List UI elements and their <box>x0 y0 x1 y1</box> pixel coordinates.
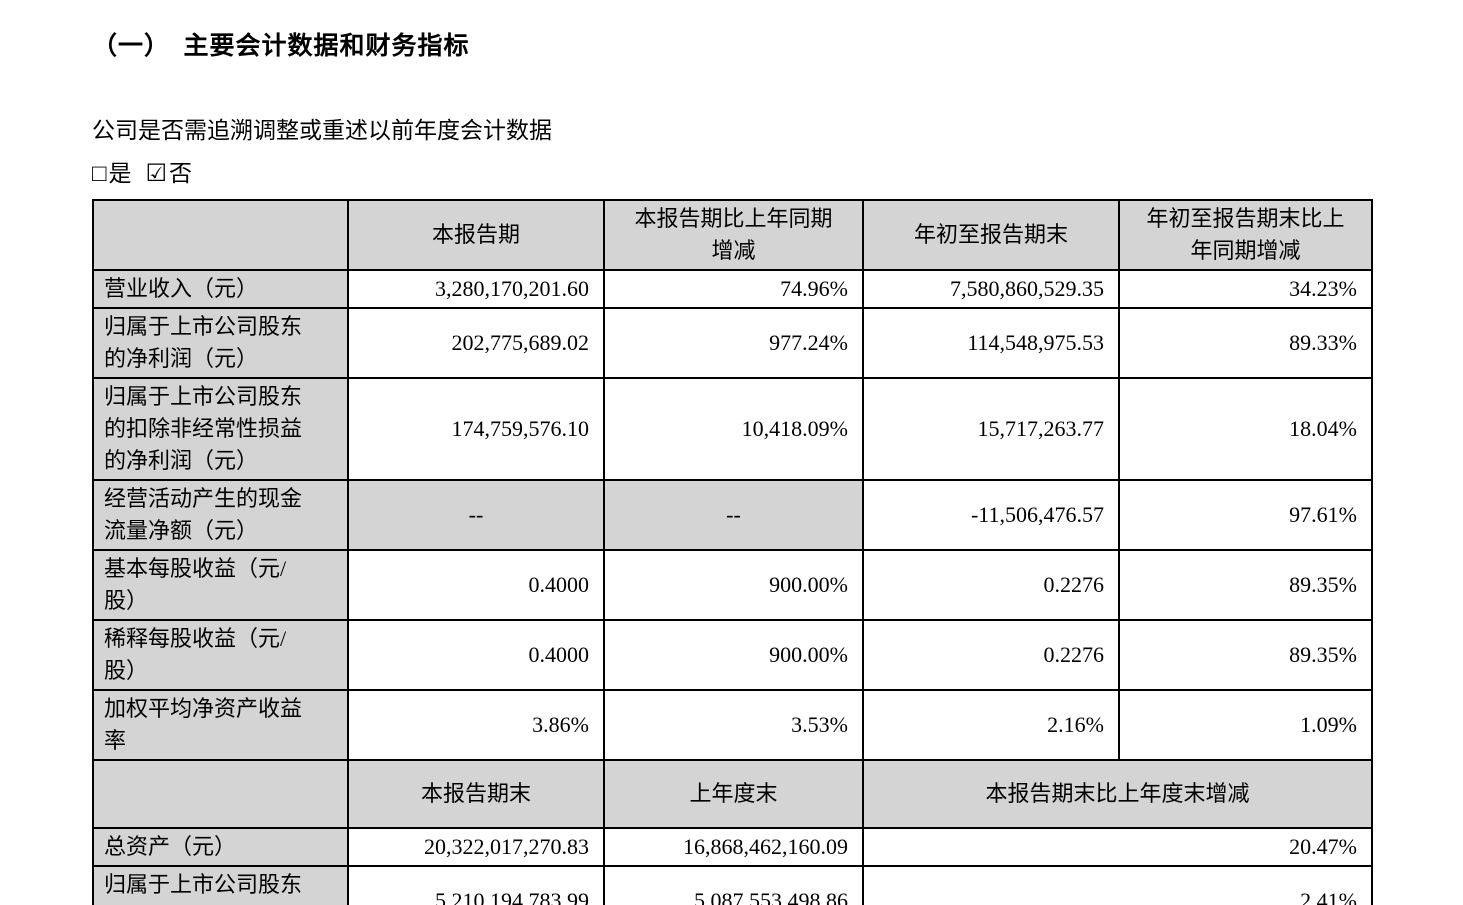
cell-value: 977.24% <box>603 307 864 379</box>
cell-value: 2.16% <box>862 689 1120 761</box>
cell-value: 0.2276 <box>862 619 1120 691</box>
cell-value: 3.86% <box>347 689 605 761</box>
cell-value: 900.00% <box>603 619 864 691</box>
cell-value: 34.23% <box>1118 269 1373 309</box>
header-yoy-change: 本报告期比上年同期 增减 <box>603 199 864 271</box>
cell-value: 7,580,860,529.35 <box>862 269 1120 309</box>
checkbox-yes[interactable]: □是 <box>92 159 132 189</box>
restatement-options: □是 ☑否 <box>92 159 1463 189</box>
cell-value: 202,775,689.02 <box>347 307 605 379</box>
restatement-question: 公司是否需追溯调整或重述以前年度会计数据 <box>92 118 552 143</box>
cell-value: 2.41% <box>862 865 1373 905</box>
cell-value: 15,717,263.77 <box>862 377 1120 481</box>
row-label: 经营活动产生的现金 流量净额（元） <box>92 479 349 551</box>
cell-value-na: -- <box>603 479 864 551</box>
header-end-of-last-year: 上年度末 <box>603 759 864 829</box>
table-row-net-profit: 归属于上市公司股东 的净利润（元） 202,775,689.02 977.24%… <box>92 307 1373 379</box>
row-label: 归属于上市公司股东 的扣除非经常性损益 的净利润（元） <box>92 377 349 481</box>
row-label: 归属于上市公司股东 的净利润（元） <box>92 307 349 379</box>
cell-value: 89.33% <box>1118 307 1373 379</box>
table-header-period: 本报告期 本报告期比上年同期 增减 年初至报告期末 年初至报告期末比上 年同期增… <box>92 199 1373 271</box>
cell-value: 0.4000 <box>347 619 605 691</box>
cell-value: 3,280,170,201.60 <box>347 269 605 309</box>
header-empty-cell <box>92 199 349 271</box>
cell-value: 5,210,194,783.99 <box>347 865 605 905</box>
cell-value: -11,506,476.57 <box>862 479 1120 551</box>
cell-value: 1.09% <box>1118 689 1373 761</box>
row-label: 基本每股收益（元/ 股） <box>92 549 349 621</box>
cell-value: 74.96% <box>603 269 864 309</box>
cell-value: 20,322,017,270.83 <box>347 827 605 867</box>
cell-value: 0.2276 <box>862 549 1120 621</box>
table-row-owners-equity: 归属于上市公司股东 的所有者权益（元） 5,210,194,783.99 5,0… <box>92 865 1373 905</box>
table-row-operating-cash-flow: 经营活动产生的现金 流量净额（元） -- -- -11,506,476.57 9… <box>92 479 1373 551</box>
cell-value: 5,087,553,498.86 <box>603 865 864 905</box>
header-ytd-yoy-change: 年初至报告期末比上 年同期增减 <box>1118 199 1373 271</box>
row-label: 归属于上市公司股东 的所有者权益（元） <box>92 865 349 905</box>
cell-value: 97.61% <box>1118 479 1373 551</box>
cell-value: 3.53% <box>603 689 864 761</box>
cell-value: 89.35% <box>1118 619 1373 691</box>
row-label: 营业收入（元） <box>92 269 349 309</box>
header-current-period: 本报告期 <box>347 199 605 271</box>
header-ytd: 年初至报告期末 <box>862 199 1120 271</box>
cell-value: 10,418.09% <box>603 377 864 481</box>
cell-value: 114,548,975.53 <box>862 307 1120 379</box>
financial-indicators-table: 本报告期 本报告期比上年同期 增减 年初至报告期末 年初至报告期末比上 年同期增… <box>92 199 1373 905</box>
cell-value: 89.35% <box>1118 549 1373 621</box>
cell-value-na: -- <box>347 479 605 551</box>
table-row-total-assets: 总资产（元） 20,322,017,270.83 16,868,462,160.… <box>92 827 1373 867</box>
checkbox-yes-label: 是 <box>108 161 132 186</box>
header-empty-cell <box>92 759 349 829</box>
table-row-basic-eps: 基本每股收益（元/ 股） 0.4000 900.00% 0.2276 89.35… <box>92 549 1373 621</box>
row-label: 总资产（元） <box>92 827 349 867</box>
checkbox-no-label: 否 <box>169 161 193 186</box>
header-end-of-period: 本报告期末 <box>347 759 605 829</box>
cell-value: 900.00% <box>603 549 864 621</box>
checked-box-icon: ☑ <box>145 161 168 187</box>
header-change-vs-last-year-end: 本报告期末比上年度末增减 <box>862 759 1373 829</box>
table-row-net-profit-excl-nonrecurring: 归属于上市公司股东 的扣除非经常性损益 的净利润（元） 174,759,576.… <box>92 377 1373 481</box>
cell-value: 20.47% <box>862 827 1373 867</box>
cell-value: 18.04% <box>1118 377 1373 481</box>
cell-value: 16,868,462,160.09 <box>603 827 864 867</box>
cell-value: 0.4000 <box>347 549 605 621</box>
unchecked-box-icon: □ <box>92 161 107 187</box>
table-row-diluted-eps: 稀释每股收益（元/ 股） 0.4000 900.00% 0.2276 89.35… <box>92 619 1373 691</box>
row-label: 稀释每股收益（元/ 股） <box>92 619 349 691</box>
row-label: 加权平均净资产收益 率 <box>92 689 349 761</box>
table-header-period-end: 本报告期末 上年度末 本报告期末比上年度末增减 <box>92 759 1373 829</box>
table-row-weighted-avg-roe: 加权平均净资产收益 率 3.86% 3.53% 2.16% 1.09% <box>92 689 1373 761</box>
table-row-revenue: 营业收入（元） 3,280,170,201.60 74.96% 7,580,86… <box>92 269 1373 309</box>
cell-value: 174,759,576.10 <box>347 377 605 481</box>
section-title: （一） 主要会计数据和财务指标 <box>92 33 470 60</box>
checkbox-no[interactable]: ☑否 <box>146 159 193 189</box>
